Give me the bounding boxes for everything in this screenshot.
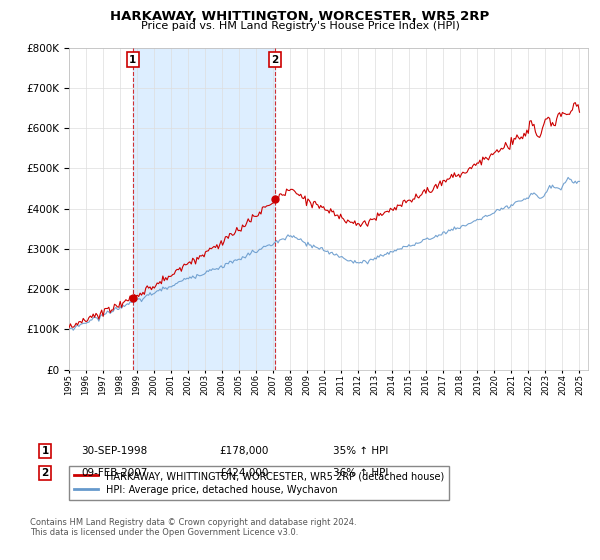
Text: £424,000: £424,000: [219, 468, 268, 478]
Text: £178,000: £178,000: [219, 446, 268, 456]
Legend: HARKAWAY, WHITTINGTON, WORCESTER, WR5 2RP (detached house), HPI: Average price, : HARKAWAY, WHITTINGTON, WORCESTER, WR5 2R…: [68, 466, 449, 500]
Text: 09-FEB-2007: 09-FEB-2007: [81, 468, 148, 478]
Text: Price paid vs. HM Land Registry's House Price Index (HPI): Price paid vs. HM Land Registry's House …: [140, 21, 460, 31]
Text: 1: 1: [41, 446, 49, 456]
Text: Contains HM Land Registry data © Crown copyright and database right 2024.
This d: Contains HM Land Registry data © Crown c…: [30, 518, 356, 538]
Text: 1: 1: [129, 55, 136, 64]
Bar: [133, 48, 275, 370]
Text: 30-SEP-1998: 30-SEP-1998: [81, 446, 147, 456]
Text: 2: 2: [271, 55, 278, 64]
Text: 36% ↑ HPI: 36% ↑ HPI: [333, 468, 388, 478]
Text: 35% ↑ HPI: 35% ↑ HPI: [333, 446, 388, 456]
Text: 2: 2: [41, 468, 49, 478]
Text: HARKAWAY, WHITTINGTON, WORCESTER, WR5 2RP: HARKAWAY, WHITTINGTON, WORCESTER, WR5 2R…: [110, 10, 490, 23]
